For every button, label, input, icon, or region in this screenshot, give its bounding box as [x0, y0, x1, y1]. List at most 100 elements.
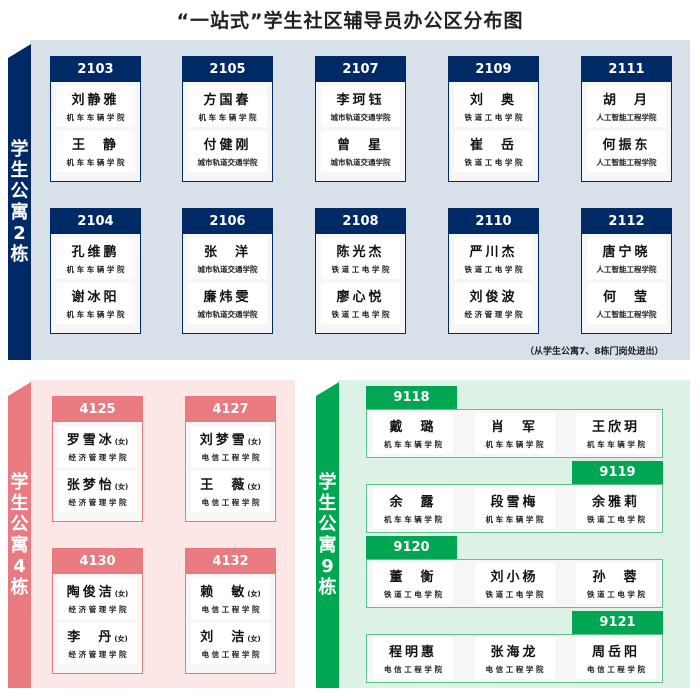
counselor: 王 静 机 车 车 辆 学 院: [56, 131, 135, 172]
building-2-label: 学生公寓2栋: [8, 44, 31, 360]
counselor-name: 罗雪冰(女): [58, 429, 137, 448]
office-row: 余 露 机 车 车 辆 学 院 段雪梅 机 车 车 辆 学 院 余雅莉 铁 道 …: [366, 484, 663, 533]
counselor: 孔维鹏 机 车 车 辆 学 院: [56, 238, 135, 279]
counselor-name: 唐宁晓: [587, 241, 666, 260]
counselor: 刘小杨 铁 道 工 电 学 院: [474, 563, 555, 604]
office-card: 4132 赖 敏(女) 电 信 工 程 学 院 刘 洁(女) 电 信 工 程 学…: [185, 548, 276, 674]
college-name: 人工智能工程学院: [596, 310, 657, 319]
room-number: 2103: [51, 57, 140, 82]
college-name: 机 车 车 辆 学 院: [66, 310, 125, 319]
room-number: 4127: [186, 397, 275, 422]
room-number: 4125: [53, 397, 142, 422]
counselor-name: 余 露: [373, 491, 453, 510]
counselor-name: 孔维鹏: [56, 241, 135, 260]
counselor-name: 张海龙: [475, 641, 555, 660]
college-name: 电 信 工 程 学 院: [201, 605, 260, 614]
college-name: 电 信 工 程 学 院: [485, 665, 544, 674]
college-name: 电 信 工 程 学 院: [586, 665, 646, 674]
name-text: 崔 岳: [469, 138, 518, 153]
counselor-name: 刘梦雪(女): [191, 429, 270, 448]
counselor-name: 董 衡: [373, 566, 453, 585]
counselor-name: 刘 洁(女): [191, 626, 270, 645]
counselor-name: 赖 敏(女): [191, 581, 270, 600]
college-name: 铁 道 工 电 学 院: [331, 310, 390, 319]
name-text: 付健刚: [203, 138, 252, 153]
name-text: 廉炜雯: [203, 290, 252, 305]
office-card: 2109 刘 奥 铁 道 工 电 学 院 崔 岳 铁 道 工 电 学 院: [448, 56, 539, 182]
name-text: 刘梦雪: [199, 433, 248, 448]
counselor: 方国春 机 车 车 辆 学 院: [188, 86, 267, 127]
name-text: 严川杰: [469, 245, 518, 260]
college-name: 机 车 车 辆 学 院: [66, 113, 125, 122]
college-name: 电 信 工 程 学 院: [201, 650, 260, 659]
building-4-label: 学生公寓4栋: [8, 382, 31, 688]
college-name: 铁 道 工 电 学 院: [383, 590, 443, 599]
counselor: 刘静雅 机 车 车 辆 学 院: [56, 86, 135, 127]
office-row: 戴 璐 机 车 车 辆 学 院 肖 军 机 车 车 辆 学 院 王欣玥 机 车 …: [366, 409, 663, 458]
counselor: 曾 星 城市轨道交通学院: [321, 131, 400, 172]
counselor-name: 程明惠: [373, 641, 453, 660]
counselor-name: 刘俊波: [454, 286, 533, 305]
name-text: 董 衡: [389, 570, 437, 585]
counselor: 罗雪冰(女) 经 济 管 理 学 院: [58, 426, 137, 467]
building-9-label-text: 学生公寓9栋: [318, 472, 337, 598]
office-card: 4125 罗雪冰(女) 经 济 管 理 学 院 张梦怡(女) 经 济 管 理 学…: [52, 396, 143, 522]
college-name: 城市轨道交通学院: [197, 158, 258, 167]
counselor-name: 张 洋: [188, 241, 267, 260]
counselor: 张海龙 电 信 工 程 学 院: [474, 638, 555, 679]
counselor: 孙 蓉 铁 道 工 电 学 院: [576, 563, 656, 604]
building-9-label: 学生公寓9栋: [316, 382, 339, 688]
building-2-label-text: 学生公寓2栋: [10, 139, 29, 265]
college-name: 机 车 车 辆 学 院: [66, 265, 125, 274]
counselor: 何 莹 人工智能工程学院: [587, 283, 666, 324]
counselor-name: 曾 星: [321, 134, 400, 153]
room-number: 9121: [572, 611, 663, 635]
name-text: 肖 军: [490, 420, 539, 435]
counselor: 余 露 机 车 车 辆 学 院: [373, 488, 453, 529]
room-number: 2109: [449, 57, 538, 82]
room-number: 9119: [572, 461, 663, 485]
counselor: 唐宁晓 人工智能工程学院: [587, 238, 666, 279]
counselor-name: 何振东: [587, 134, 666, 153]
college-name: 人工智能工程学院: [596, 113, 657, 122]
counselor-name: 刘小杨: [475, 566, 555, 585]
counselor: 陶俊洁(女) 经 济 管 理 学 院: [58, 578, 137, 619]
counselor: 王 薇(女) 电 信 工 程 学 院: [191, 471, 270, 512]
counselor-name: 廉炜雯: [188, 286, 267, 305]
college-name: 人工智能工程学院: [596, 265, 657, 274]
name-text: 张 洋: [203, 245, 252, 260]
college-name: 经 济 管 理 学 院: [464, 310, 523, 319]
name-text: 段雪梅: [490, 495, 539, 510]
counselor: 董 衡 铁 道 工 电 学 院: [373, 563, 453, 604]
college-name: 机 车 车 辆 学 院: [198, 113, 257, 122]
college-name: 电 信 工 程 学 院: [383, 665, 443, 674]
name-text: 陶俊洁: [66, 585, 115, 600]
college-name: 机 车 车 辆 学 院: [485, 515, 544, 524]
name-text: 刘小杨: [490, 570, 539, 585]
college-name: 机 车 车 辆 学 院: [383, 440, 443, 449]
counselor: 谢冰阳 机 车 车 辆 学 院: [56, 283, 135, 324]
name-text: 刘俊波: [469, 290, 518, 305]
college-name: 铁 道 工 电 学 院: [485, 590, 544, 599]
counselor: 陈光杰 铁 道 工 电 学 院: [321, 238, 400, 279]
college-name: 经 济 管 理 学 院: [68, 498, 127, 507]
female-mark: (女): [247, 438, 262, 446]
name-text: 廖心悦: [336, 290, 385, 305]
counselor-name: 陶俊洁(女): [58, 581, 137, 600]
office-card: 2104 孔维鹏 机 车 车 辆 学 院 谢冰阳 机 车 车 辆 学 院: [50, 208, 141, 334]
counselor: 严川杰 铁 道 工 电 学 院: [454, 238, 533, 279]
counselor: 崔 岳 铁 道 工 电 学 院: [454, 131, 533, 172]
room-number: 2108: [316, 209, 405, 234]
office-card: 2110 严川杰 铁 道 工 电 学 院 刘俊波 经 济 管 理 学 院: [448, 208, 539, 334]
room-number: 9120: [366, 536, 457, 560]
counselor: 李 丹(女) 经 济 管 理 学 院: [58, 623, 137, 664]
name-text: 陈光杰: [336, 245, 385, 260]
name-text: 刘静雅: [71, 93, 120, 108]
female-mark: (女): [247, 483, 261, 491]
office-card: 2112 唐宁晓 人工智能工程学院 何 莹 人工智能工程学院: [581, 208, 672, 334]
name-text: 王欣玥: [591, 420, 640, 435]
name-text: 李珂钰: [336, 93, 385, 108]
college-name: 铁 道 工 电 学 院: [586, 515, 646, 524]
room-number: 2106: [183, 209, 272, 234]
counselor-name: 谢冰阳: [56, 286, 135, 305]
